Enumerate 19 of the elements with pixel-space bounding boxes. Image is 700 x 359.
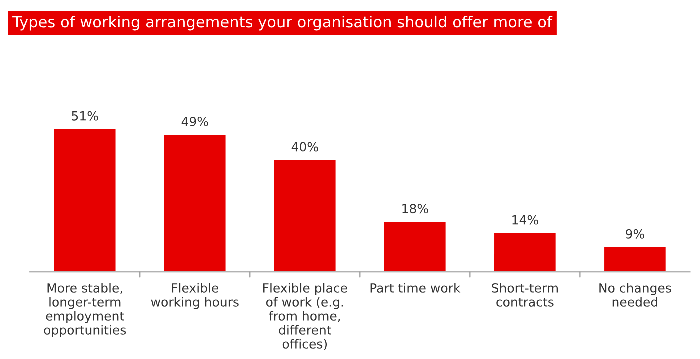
- chart-title: Types of working arrangements your organisation should offer more of: [12, 16, 553, 31]
- x-tick-label: More stable, longer-term employment opportunities: [44, 283, 126, 338]
- data-label: 49%: [182, 117, 208, 126]
- bar: [383, 220, 448, 272]
- bar: [53, 128, 118, 272]
- data-label: 9%: [626, 229, 644, 239]
- x-tick-label: Part time work: [370, 283, 461, 293]
- x-tick-label: No changes needed: [600, 283, 672, 307]
- data-label: 40%: [292, 142, 318, 152]
- data-label: 14%: [512, 215, 538, 225]
- data-label: 51%: [72, 111, 98, 121]
- x-tick-label: Flexible place of work (e.g. from home, different offices): [264, 283, 348, 350]
- bar: [603, 246, 668, 272]
- data-label: 18%: [402, 204, 428, 214]
- bar: [163, 134, 228, 272]
- bar: [493, 232, 558, 272]
- bar: [273, 159, 338, 272]
- x-tick-label: Flexible working hours: [151, 283, 239, 310]
- x-tick-label: Short-term contracts: [492, 283, 558, 307]
